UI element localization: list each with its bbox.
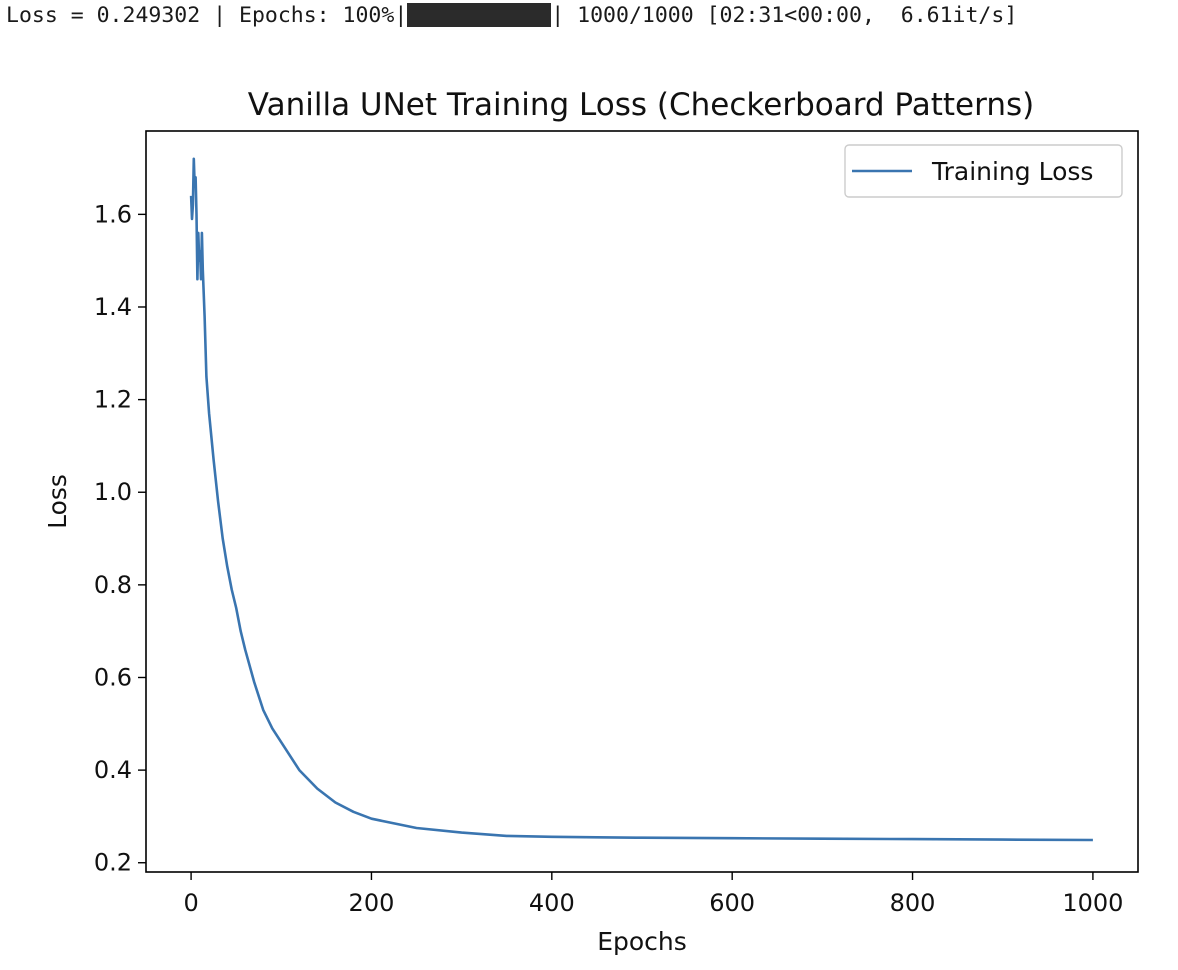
- y-tick-label: 0.6: [94, 663, 132, 691]
- progress-output: Loss = 0.249302 | Epochs: 100%| | 1000/10…: [6, 2, 1017, 30]
- x-tick-label: 1000: [1062, 889, 1123, 917]
- x-tick-label: 0: [183, 889, 198, 917]
- chart-title: Vanilla UNet Training Loss (Checkerboard…: [248, 87, 1034, 123]
- x-tick-label: 400: [529, 889, 575, 917]
- y-tick-label: 0.8: [94, 571, 132, 599]
- x-axis: 0 200 400 600 800 1000: [183, 872, 1123, 917]
- y-tick-label: 0.4: [94, 756, 132, 784]
- x-tick-label: 800: [890, 889, 936, 917]
- legend-box: [844, 144, 1123, 198]
- progress-status-text: | 1000/1000 [02:31<00:00, 6.61it/s]: [551, 3, 1018, 28]
- x-tick-label: 200: [349, 889, 395, 917]
- y-tick-label: 1.6: [94, 200, 132, 228]
- y-tick-label: 1.4: [94, 293, 132, 321]
- y-tick-label: 1.0: [94, 478, 132, 506]
- progress-bar-fill: [407, 3, 552, 27]
- y-axis: 0.2 0.4 0.6 0.8 1.0 1.2 1.4 1.6: [94, 200, 146, 877]
- y-tick-label: 1.2: [94, 386, 132, 414]
- training-loss-line: [189, 157, 1093, 842]
- x-axis-title: Epochs: [597, 927, 687, 956]
- y-axis-title: Loss: [43, 474, 72, 529]
- y-tick-label: 0.2: [94, 849, 132, 877]
- progress-loss-text: Loss = 0.249302 | Epochs: 100%|: [6, 3, 408, 28]
- plot-frame: [145, 130, 1139, 873]
- legend: Training Loss: [844, 144, 1123, 198]
- x-tick-label: 600: [709, 889, 755, 917]
- legend-label: Training Loss: [931, 157, 1093, 186]
